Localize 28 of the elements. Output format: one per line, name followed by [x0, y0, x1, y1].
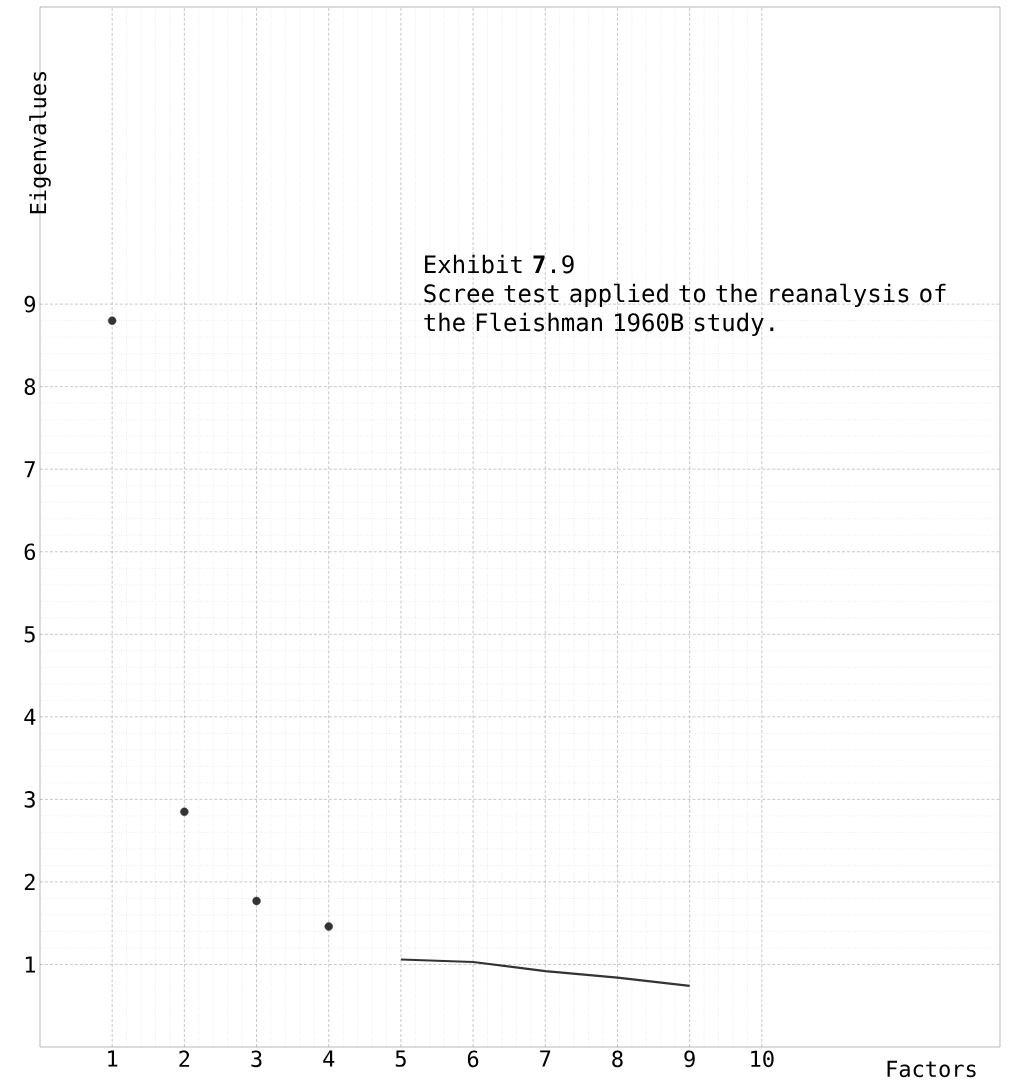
x-axis-title: Factors	[887, 1060, 976, 1078]
y-tick-label: 6	[24, 543, 36, 561]
x-tick-label: 2	[179, 1050, 190, 1067]
point	[108, 316, 117, 325]
y-tick-label: 3	[24, 791, 35, 808]
line-series	[399, 958, 691, 988]
y-tick-label: 5	[24, 626, 35, 643]
text: Scree test applied to the reanalysis of the Fleishman 1960B study.	[424, 283, 946, 337]
y-tick-label: 1	[25, 956, 35, 973]
text: Exhibit 7.9	[425, 254, 574, 274]
point	[180, 807, 189, 816]
x-tick-label: 3	[251, 1050, 262, 1068]
y-tick-label: 9	[24, 295, 35, 313]
x-tick-label: 9	[684, 1050, 695, 1068]
y-tick-label: 4	[24, 708, 36, 725]
y-tick-label: 7	[24, 461, 35, 478]
x-tick-label: 6	[467, 1050, 479, 1068]
y-tick-label: 8	[24, 378, 36, 395]
x-tick-label: 8	[612, 1050, 623, 1068]
x-tick-label: 4	[323, 1050, 335, 1067]
y-tick-label: 2	[24, 873, 35, 891]
x-tick-label: 7	[540, 1050, 551, 1067]
x-tick-label: 5	[395, 1050, 406, 1067]
x-tick-label: 10	[751, 1050, 774, 1068]
y-axis-title: Eigenvalues	[29, 71, 51, 214]
point	[252, 896, 261, 906]
point	[324, 922, 333, 931]
x-tick-label: 1	[108, 1050, 118, 1067]
